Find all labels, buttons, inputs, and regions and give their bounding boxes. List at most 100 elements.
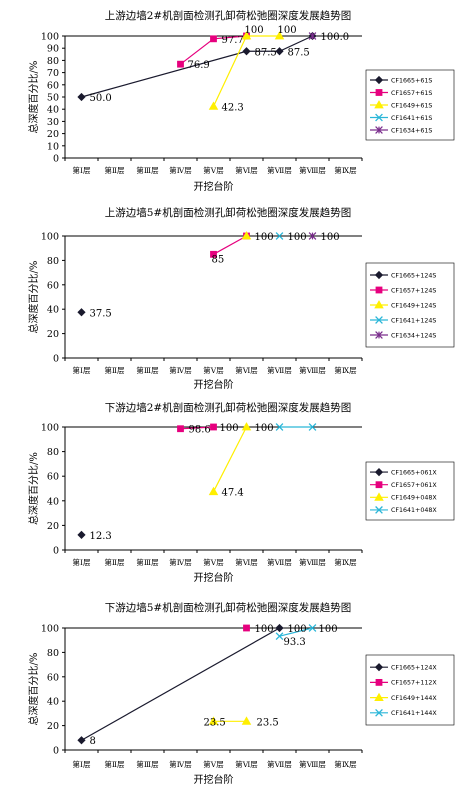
y-tick-label: 40 bbox=[47, 496, 59, 507]
x-tick-label: 第Ⅷ层 bbox=[299, 365, 326, 375]
data-point-square bbox=[210, 423, 217, 431]
legend: CF1665+061X CF1657+061X CF1649+048X CF1641+… bbox=[365, 461, 455, 521]
series-line bbox=[279, 627, 313, 637]
y-axis-label: 总深度百分比/% bbox=[27, 653, 40, 726]
x-tick-label: 第Ⅵ层 bbox=[235, 759, 258, 769]
legend-label: CF1641+124S bbox=[391, 317, 436, 324]
series-CF1641+124S bbox=[275, 232, 284, 240]
chart-panel-3: 下游边墙2#机剖面检测孔卸荷松弛圈深度发展趋势图 0 20 40 60 80 100 第Ⅰ层 第… bbox=[0, 395, 457, 595]
legend-item: CF1649+144X bbox=[370, 692, 437, 702]
series-CF1649+048X bbox=[208, 422, 252, 496]
legend-item: CF1657+061X bbox=[370, 481, 437, 489]
series-line bbox=[180, 426, 214, 430]
data-point-diamond bbox=[77, 530, 86, 539]
legend-label: CF1634+61S bbox=[391, 127, 432, 134]
x-tick-label: 第Ⅵ层 bbox=[235, 557, 258, 567]
data-label: 100.0 bbox=[321, 32, 350, 43]
x-tick-label: 第Ⅴ层 bbox=[203, 557, 224, 567]
x-tick-label: 第Ⅲ层 bbox=[136, 165, 159, 175]
x-tick-label: 第Ⅰ层 bbox=[73, 759, 91, 769]
data-label: 100 bbox=[245, 25, 264, 36]
legend-marker-diamond bbox=[374, 663, 384, 672]
chart-panel-2: 上游边墙5#机剖面检测孔卸荷松弛圈深度发展趋势图 0 20 40 60 80 100 第Ⅰ层 第… bbox=[0, 200, 457, 395]
x-tick-label: 第Ⅴ层 bbox=[203, 365, 224, 375]
y-tick-label: 60 bbox=[47, 672, 59, 683]
x-tick-label: 第Ⅲ层 bbox=[136, 759, 159, 769]
chart-svg-4: 下游边墙5#机剖面检测孔卸荷松弛圈深度发展趋势图 0 20 40 60 80 100 第Ⅰ层 第… bbox=[27, 601, 455, 786]
legend-marker-triangle bbox=[374, 492, 384, 501]
legend-marker-square bbox=[375, 481, 383, 489]
legend-label: CF1665+61S bbox=[391, 77, 432, 84]
chart-title: 下游边墙5#机剖面检测孔卸荷松弛圈深度发展趋势图 bbox=[105, 601, 351, 614]
data-point-diamond bbox=[275, 623, 284, 633]
x-tick-label: 第Ⅶ层 bbox=[267, 165, 292, 175]
x-tick-label: 第Ⅵ层 bbox=[235, 365, 258, 375]
series-CF1634+124S bbox=[308, 232, 317, 240]
y-tick-label: 20 bbox=[47, 521, 59, 532]
x-tick-label: 第Ⅰ层 bbox=[73, 365, 91, 375]
chart-title: 下游边墙2#机剖面检测孔卸荷松弛圈深度发展趋势图 bbox=[105, 401, 351, 414]
legend-label: CF1657+112X bbox=[391, 680, 437, 687]
y-tick-label: 0 bbox=[53, 746, 59, 757]
x-tick-label: 第Ⅸ层 bbox=[334, 165, 357, 175]
data-point-triangle bbox=[241, 422, 252, 431]
legend-marker-x bbox=[375, 506, 383, 514]
data-point-diamond bbox=[275, 47, 284, 56]
legend-marker-diamond bbox=[374, 75, 384, 85]
legend-item: CF1649+048X bbox=[370, 492, 437, 502]
series-CF1657+061X bbox=[177, 423, 217, 433]
y-tick-label: 40 bbox=[47, 305, 59, 316]
x-tick-label: 第Ⅱ层 bbox=[104, 365, 125, 375]
y-tick-label: 70 bbox=[47, 68, 59, 79]
legend-item: CF1634+124S bbox=[370, 331, 436, 339]
data-point-diamond bbox=[77, 736, 86, 745]
x-tick-label: 第Ⅸ层 bbox=[334, 557, 357, 567]
data-label: 100 bbox=[220, 423, 239, 434]
legend-marker-triangle bbox=[374, 100, 384, 109]
y-tick-label: 0 bbox=[53, 546, 59, 557]
legend-item: CF1641+61S bbox=[370, 113, 432, 122]
data-label: 100 bbox=[255, 232, 274, 243]
x-tick-label: 第Ⅷ层 bbox=[299, 557, 326, 567]
data-point-diamond bbox=[77, 308, 86, 317]
x-tick-label: 第Ⅶ层 bbox=[267, 759, 292, 769]
data-label: 100 bbox=[319, 624, 338, 635]
series-CF1641+144X bbox=[275, 624, 317, 641]
legend-label: CF1657+124S bbox=[391, 287, 436, 294]
chart-panel-4: 下游边墙5#机剖面检测孔卸荷松弛圈深度发展趋势图 0 20 40 60 80 100 第Ⅰ层 第… bbox=[0, 595, 457, 802]
series-CF1649+144X bbox=[208, 716, 252, 725]
legend-item: CF1665+124S bbox=[370, 270, 436, 279]
y-tick-label: 80 bbox=[47, 56, 59, 67]
y-tick-label: 100 bbox=[41, 232, 59, 243]
y-tick-label: 80 bbox=[47, 447, 59, 458]
legend-marker-star bbox=[375, 126, 383, 134]
legend-item: CF1641+124S bbox=[370, 316, 436, 324]
data-label: 42.3 bbox=[222, 102, 244, 113]
x-tick-label: 第Ⅷ层 bbox=[299, 165, 326, 175]
series-line bbox=[81, 627, 280, 741]
chart-svg-2: 上游边墙5#机剖面检测孔卸荷松弛圈深度发展趋势图 0 20 40 60 80 100 第Ⅰ层 第… bbox=[27, 206, 455, 391]
chart-svg-1: 上游边墙2#机剖面检测孔卸荷松弛圈深度发展趋势图0102030405060708… bbox=[27, 9, 455, 193]
data-point-square bbox=[177, 60, 184, 68]
y-tick-label: 40 bbox=[47, 697, 59, 708]
data-label: 100 bbox=[255, 624, 274, 635]
data-label: 37.5 bbox=[90, 308, 112, 319]
y-tick-label: 50 bbox=[47, 93, 59, 104]
legend-marker-triangle bbox=[374, 692, 384, 702]
series-CF1657+112X bbox=[243, 624, 250, 632]
data-point-square bbox=[243, 624, 250, 632]
data-point-star bbox=[308, 232, 317, 240]
legend-marker-x bbox=[375, 316, 383, 324]
series-line bbox=[81, 35, 313, 98]
legend: CF1665+61S CF1657+61S CF1649+61S CF1641+61S… bbox=[365, 69, 455, 141]
x-tick-label: 第Ⅲ层 bbox=[136, 365, 159, 375]
legend-label: CF1649+048X bbox=[391, 495, 437, 502]
legend-item: CF1649+124S bbox=[370, 300, 436, 309]
legend-label: CF1641+144X bbox=[391, 710, 437, 717]
x-axis-label: 开挖台阶 bbox=[194, 773, 234, 786]
series-line bbox=[213, 235, 247, 255]
y-tick-label: 100 bbox=[41, 32, 59, 43]
y-tick-label: 30 bbox=[47, 117, 59, 128]
data-point-x bbox=[275, 632, 284, 641]
data-label: 100 bbox=[288, 232, 307, 243]
